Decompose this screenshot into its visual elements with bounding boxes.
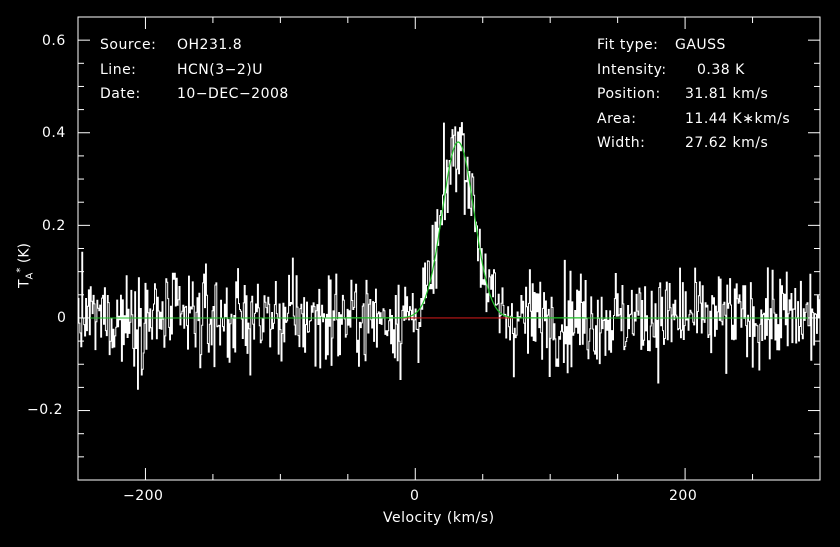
area-value: 11.44 K∗km/s (685, 111, 791, 127)
intensity-value: 0.38 K (697, 62, 745, 78)
intensity-label: Intensity: (597, 62, 667, 78)
y-axis-label-main: T (16, 279, 33, 288)
xtick-label-200: 200 (669, 488, 698, 504)
fit-type-value: GAUSS (675, 37, 726, 53)
width-label: Width: (597, 135, 646, 151)
y-axis-label: TA* (K) (15, 243, 35, 288)
position-label: Position: (597, 86, 661, 102)
ytick-label-neg0.2: −0.2 (27, 402, 63, 418)
ytick-label-0.4: 0.4 (42, 125, 66, 141)
line-value: HCN(3−2)U (177, 62, 263, 78)
line-label: Line: (100, 62, 137, 78)
x-axis-label: Velocity (km/s) (383, 510, 495, 526)
area-label: Area: (597, 111, 637, 127)
width-value: 27.62 km/s (685, 135, 769, 151)
y-axis-label-unit: (K) (16, 243, 33, 264)
fit-type-label: Fit type: (597, 37, 659, 53)
xtick-label-neg200: −200 (123, 488, 164, 504)
ytick-label-0.6: 0.6 (42, 33, 66, 49)
ytick-label-0.2: 0.2 (42, 218, 66, 234)
gaussian-fit-curve (331, 141, 585, 319)
date-value: 10−DEC−2008 (177, 86, 289, 102)
y-axis-label-sub: A (24, 272, 36, 280)
date-label: Date: (100, 86, 141, 102)
y-axis-label-sup: * (15, 267, 26, 273)
source-value: OH231.8 (177, 37, 243, 53)
spectrum-trace (78, 122, 821, 390)
xtick-label-0: 0 (410, 488, 420, 504)
source-label: Source: (100, 37, 157, 53)
ytick-label-0: 0 (57, 310, 67, 326)
spectrum-histogram (78, 122, 821, 390)
axis-ticks (77, 17, 821, 480)
position-value: 31.81 km/s (685, 86, 769, 102)
